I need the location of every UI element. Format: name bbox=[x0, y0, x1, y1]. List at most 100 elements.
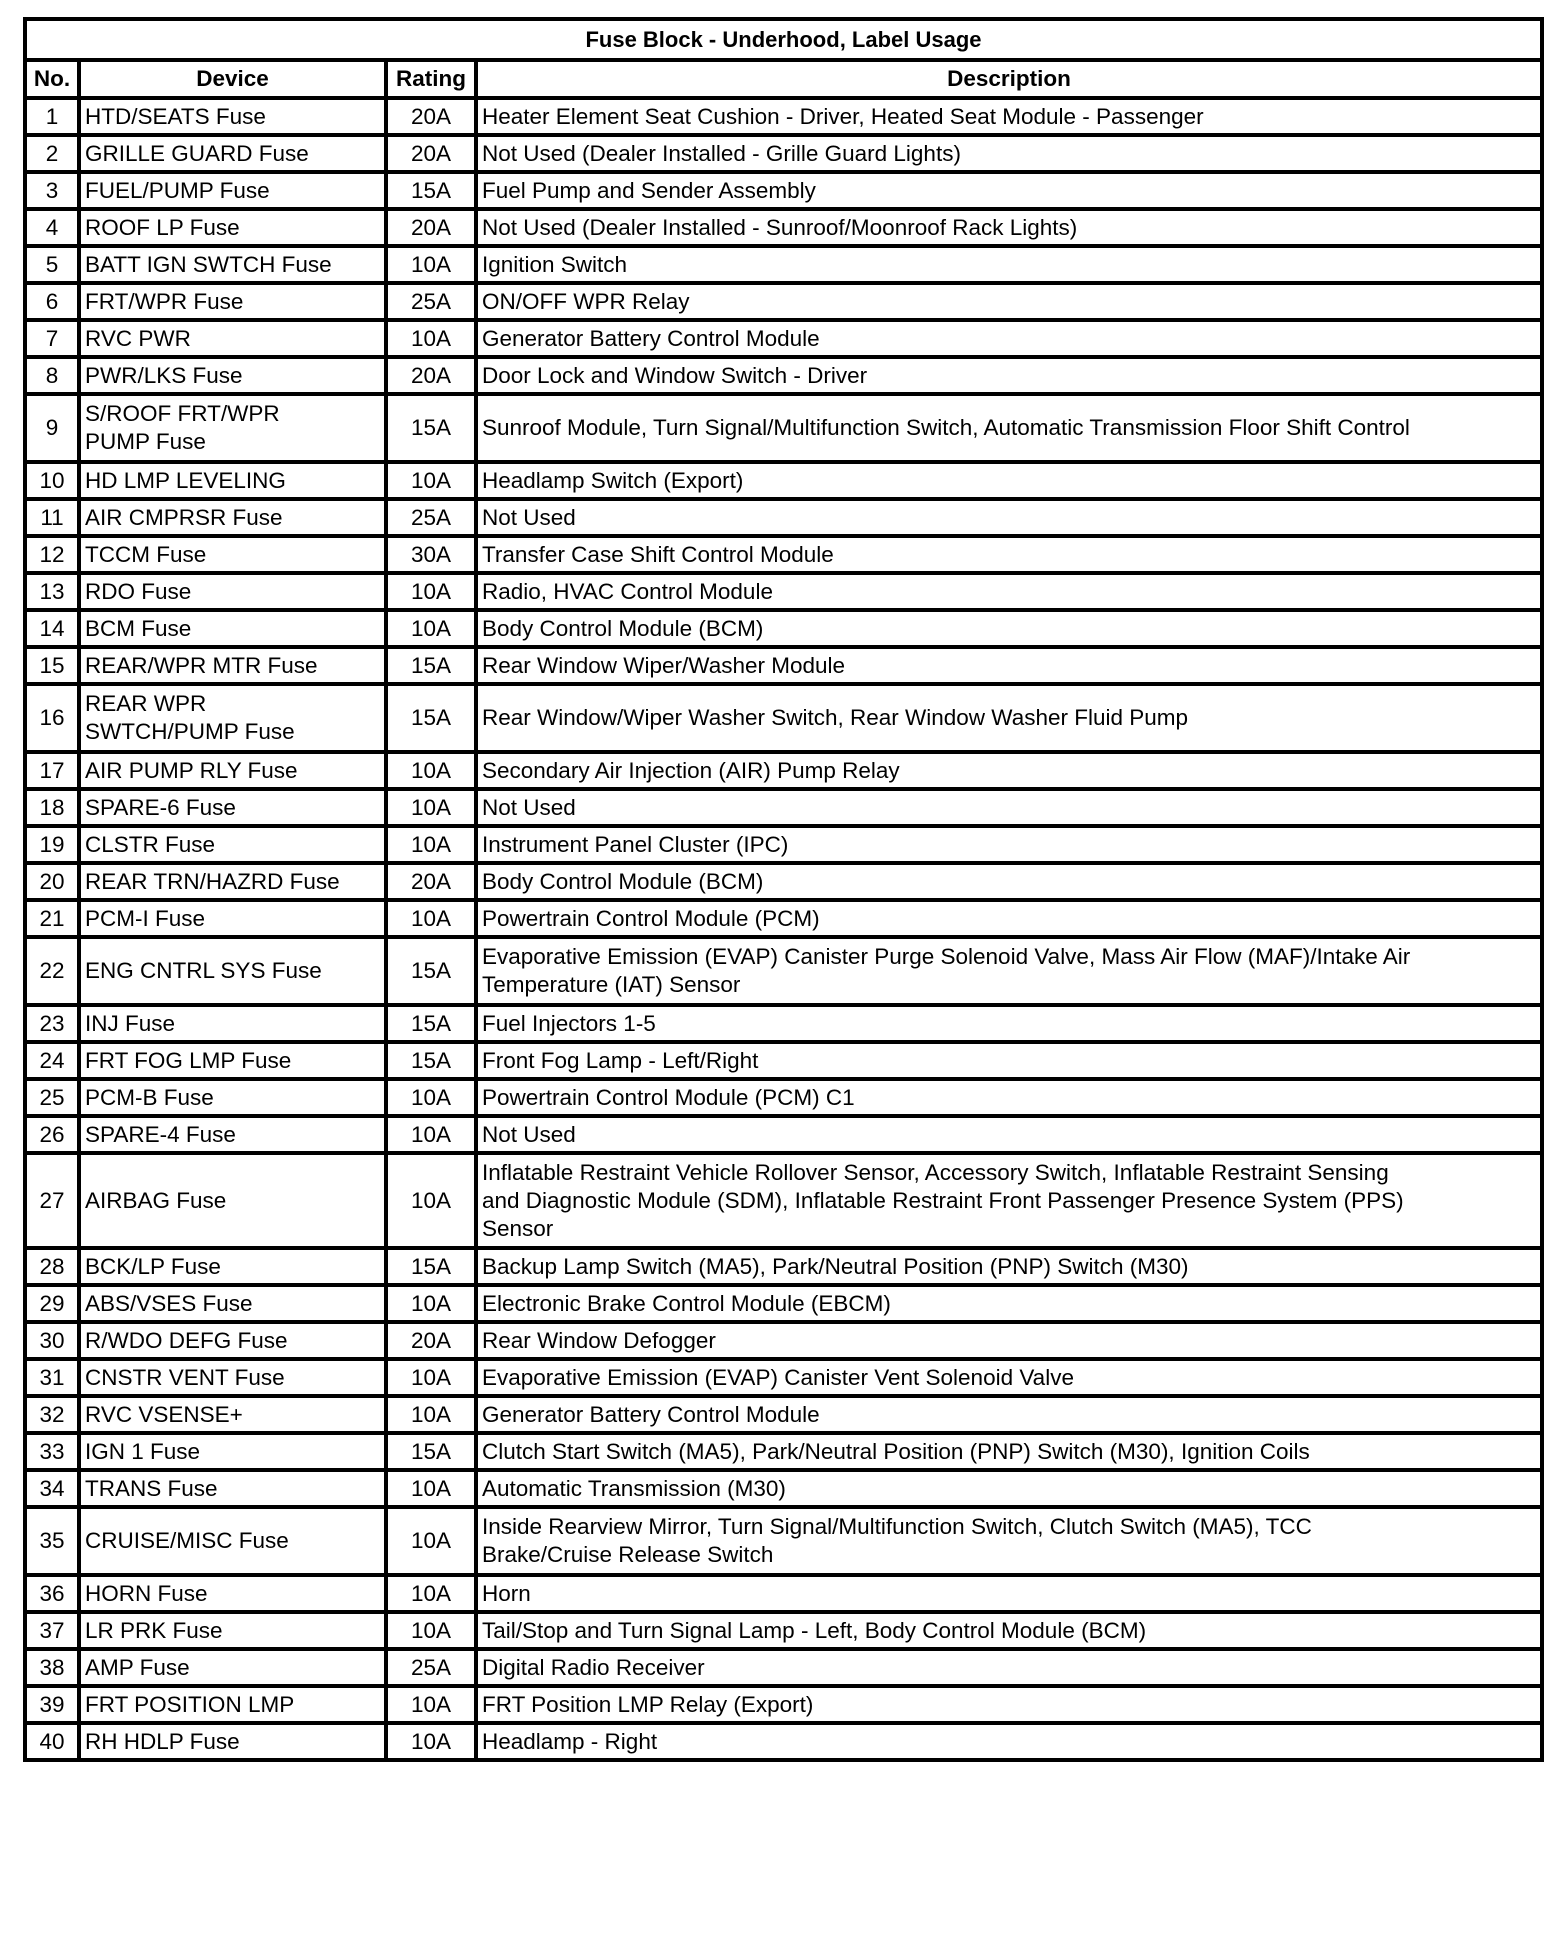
cell-description: ON/OFF WPR Relay bbox=[474, 281, 1544, 322]
table-row: 15 REAR/WPR MTR Fuse 15A Rear Window Wiper/… bbox=[23, 645, 1544, 686]
cell-description: Fuel Pump and Sender Assembly bbox=[474, 170, 1544, 211]
cell-device: IGN 1 Fuse bbox=[77, 1431, 388, 1472]
cell-rating: 10A bbox=[384, 244, 478, 285]
table-row: 8 PWR/LKS Fuse 20A Door Lock and Window Swi… bbox=[23, 355, 1544, 396]
cell-rating: 20A bbox=[384, 133, 478, 174]
cell-no: 15 bbox=[23, 645, 81, 686]
cell-no: 3 bbox=[23, 170, 81, 211]
table-row: 23 INJ Fuse 15A Fuel Injectors 1-5 bbox=[23, 1003, 1544, 1044]
cell-rating: 20A bbox=[384, 355, 478, 396]
cell-description: Body Control Module (BCM) bbox=[474, 861, 1544, 902]
cell-rating: 10A bbox=[384, 1573, 478, 1614]
cell-description: Not Used (Dealer Installed - Grille Guar… bbox=[474, 133, 1544, 174]
table-row: 11 AIR CMPRSR Fuse 25A Not Used bbox=[23, 497, 1544, 538]
table-row: 27 AIRBAG Fuse 10A Inflatable Restraint Veh… bbox=[23, 1151, 1544, 1250]
cell-description: Sunroof Module, Turn Signal/Multifunctio… bbox=[474, 392, 1544, 464]
cell-no: 6 bbox=[23, 281, 81, 322]
cell-description: Not Used bbox=[474, 787, 1544, 828]
table-row: 25 PCM-B Fuse 10A Powertrain Control Module… bbox=[23, 1077, 1544, 1118]
cell-device: ENG CNTRL SYS Fuse bbox=[77, 935, 388, 1007]
cell-no: 20 bbox=[23, 861, 81, 902]
cell-rating: 10A bbox=[384, 1468, 478, 1509]
cell-description: Inside Rearview Mirror, Turn Signal/Mult… bbox=[474, 1505, 1544, 1577]
cell-rating: 10A bbox=[384, 1357, 478, 1398]
cell-device: AMP Fuse bbox=[77, 1647, 388, 1688]
cell-no: 39 bbox=[23, 1684, 81, 1725]
cell-description: Automatic Transmission (M30) bbox=[474, 1468, 1544, 1509]
cell-rating: 10A bbox=[384, 318, 478, 359]
cell-description: Tail/Stop and Turn Signal Lamp - Left, B… bbox=[474, 1610, 1544, 1651]
cell-device: ROOF LP Fuse bbox=[77, 207, 388, 248]
cell-description: Powertrain Control Module (PCM) bbox=[474, 898, 1544, 939]
cell-description: Horn bbox=[474, 1573, 1544, 1614]
cell-device: CRUISE/MISC Fuse bbox=[77, 1505, 388, 1577]
cell-device: AIR PUMP RLY Fuse bbox=[77, 750, 388, 791]
table-row: 21 PCM-I Fuse 10A Powertrain Control Module… bbox=[23, 898, 1544, 939]
header-rating: Rating bbox=[384, 58, 478, 100]
cell-no: 13 bbox=[23, 571, 81, 612]
cell-rating: 20A bbox=[384, 861, 478, 902]
cell-rating: 15A bbox=[384, 1003, 478, 1044]
cell-rating: 10A bbox=[384, 898, 478, 939]
cell-rating: 20A bbox=[384, 207, 478, 248]
cell-rating: 20A bbox=[384, 1320, 478, 1361]
header-description: Description bbox=[474, 58, 1544, 100]
cell-no: 29 bbox=[23, 1283, 81, 1324]
cell-device: RH HDLP Fuse bbox=[77, 1721, 388, 1762]
cell-no: 37 bbox=[23, 1610, 81, 1651]
table-row: 24 FRT FOG LMP Fuse 15A Front Fog Lamp - Le… bbox=[23, 1040, 1544, 1081]
fuse-table: Fuse Block - Underhood, Label Usage No. … bbox=[23, 17, 1544, 1762]
cell-description: FRT Position LMP Relay (Export) bbox=[474, 1684, 1544, 1725]
cell-rating: 10A bbox=[384, 460, 478, 501]
cell-no: 2 bbox=[23, 133, 81, 174]
cell-no: 4 bbox=[23, 207, 81, 248]
cell-device: PCM-I Fuse bbox=[77, 898, 388, 939]
cell-device: TRANS Fuse bbox=[77, 1468, 388, 1509]
cell-rating: 25A bbox=[384, 497, 478, 538]
cell-no: 31 bbox=[23, 1357, 81, 1398]
header-device: Device bbox=[77, 58, 388, 100]
cell-no: 28 bbox=[23, 1246, 81, 1287]
cell-rating: 15A bbox=[384, 1040, 478, 1081]
table-row: 26 SPARE-4 Fuse 10A Not Used bbox=[23, 1114, 1544, 1155]
table-row: 2 GRILLE GUARD Fuse 20A Not Used (Dealer In… bbox=[23, 133, 1544, 174]
cell-device: FRT/WPR Fuse bbox=[77, 281, 388, 322]
cell-rating: 10A bbox=[384, 1505, 478, 1577]
cell-description: Headlamp Switch (Export) bbox=[474, 460, 1544, 501]
cell-description: Not Used bbox=[474, 1114, 1544, 1155]
cell-device: LR PRK Fuse bbox=[77, 1610, 388, 1651]
table-row: 13 RDO Fuse 10A Radio, HVAC Control Module bbox=[23, 571, 1544, 612]
table-row: 36 HORN Fuse 10A Horn bbox=[23, 1573, 1544, 1614]
cell-no: 40 bbox=[23, 1721, 81, 1762]
cell-device: R/WDO DEFG Fuse bbox=[77, 1320, 388, 1361]
table-row: 9 S/ROOF FRT/WPR PUMP Fuse 15A Sunroof Modu… bbox=[23, 392, 1544, 464]
table-row: 35 CRUISE/MISC Fuse 10A Inside Rearview Mir… bbox=[23, 1505, 1544, 1577]
cell-device: BATT IGN SWTCH Fuse bbox=[77, 244, 388, 285]
cell-no: 1 bbox=[23, 96, 81, 137]
cell-description: Headlamp - Right bbox=[474, 1721, 1544, 1762]
cell-description: Powertrain Control Module (PCM) C1 bbox=[474, 1077, 1544, 1118]
table-row: 3 FUEL/PUMP Fuse 15A Fuel Pump and Sender A… bbox=[23, 170, 1544, 211]
cell-device: HD LMP LEVELING bbox=[77, 460, 388, 501]
cell-no: 26 bbox=[23, 1114, 81, 1155]
table-row: 39 FRT POSITION LMP 10A FRT Position LMP Re… bbox=[23, 1684, 1544, 1725]
cell-device: ABS/VSES Fuse bbox=[77, 1283, 388, 1324]
cell-rating: 10A bbox=[384, 1721, 478, 1762]
cell-no: 16 bbox=[23, 682, 81, 754]
cell-device: RVC VSENSE+ bbox=[77, 1394, 388, 1435]
cell-device: BCM Fuse bbox=[77, 608, 388, 649]
cell-rating: 15A bbox=[384, 682, 478, 754]
cell-no: 35 bbox=[23, 1505, 81, 1577]
cell-description: Generator Battery Control Module bbox=[474, 1394, 1544, 1435]
cell-rating: 10A bbox=[384, 1684, 478, 1725]
cell-device: GRILLE GUARD Fuse bbox=[77, 133, 388, 174]
cell-description: Evaporative Emission (EVAP) Canister Ven… bbox=[474, 1357, 1544, 1398]
table-row: 38 AMP Fuse 25A Digital Radio Receiver bbox=[23, 1647, 1544, 1688]
table-row: 31 CNSTR VENT Fuse 10A Evaporative Emission… bbox=[23, 1357, 1544, 1398]
cell-rating: 25A bbox=[384, 1647, 478, 1688]
cell-description: Body Control Module (BCM) bbox=[474, 608, 1544, 649]
cell-description: Door Lock and Window Switch - Driver bbox=[474, 355, 1544, 396]
cell-rating: 30A bbox=[384, 534, 478, 575]
table-row: 6 FRT/WPR Fuse 25A ON/OFF WPR Relay bbox=[23, 281, 1544, 322]
cell-no: 18 bbox=[23, 787, 81, 828]
